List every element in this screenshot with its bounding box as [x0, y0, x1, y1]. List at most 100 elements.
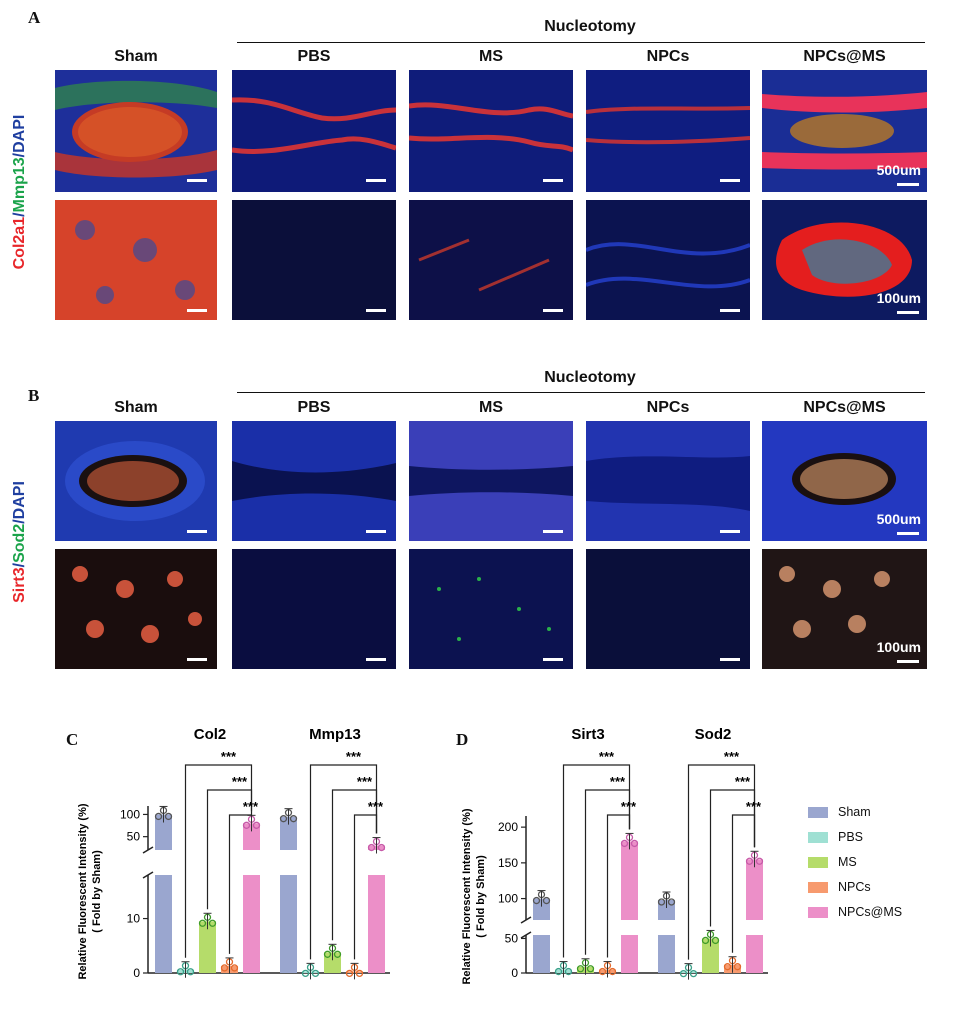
panel-a-group-rule: [237, 42, 925, 43]
scale-bar: [543, 309, 563, 312]
micrograph-b-sham-high: [55, 549, 217, 669]
stain-part: /DAPI: [11, 114, 28, 158]
legend-swatch: [808, 806, 828, 818]
panel-b-group-header: Nucleotomy: [544, 369, 636, 386]
significance-label: ***: [610, 774, 626, 789]
panel-b-header-pbs: PBS: [297, 399, 331, 416]
micrograph-a-pbs-high: [232, 200, 396, 320]
data-point: [679, 969, 688, 978]
bar: [533, 898, 550, 973]
bar: [155, 814, 172, 973]
tissue-detail-image: [72, 566, 202, 643]
panel-a-stain-label: Col2a1/Mmp13/DAPI: [11, 102, 29, 282]
significance-label: ***: [746, 799, 762, 814]
tissue-overview-image: [586, 456, 750, 511]
data-point: [355, 969, 364, 978]
micrograph-b-npcs-high: [586, 549, 750, 669]
tissue-detail-image: [55, 200, 217, 320]
bar: [280, 816, 297, 973]
y-tick-label: 0: [133, 966, 140, 980]
tissue-overview-image: [792, 453, 896, 505]
bar: [199, 921, 216, 973]
axis-break-mark: [520, 916, 532, 924]
tissue-detail-image: [586, 242, 750, 289]
category-label: Sod2: [695, 726, 732, 743]
tissue-overview-image: [232, 461, 396, 501]
data-point: [230, 964, 239, 972]
panel-b-header-ms: MS: [479, 399, 503, 416]
scale-bar: [366, 309, 386, 312]
micrograph-a-npcs-ms-low: 500um: [762, 70, 927, 192]
panel-label-b: B: [28, 386, 40, 405]
scale-bar: [187, 179, 207, 182]
bar-break-gap: [279, 850, 298, 875]
data-point: [620, 839, 629, 848]
data-point: [311, 969, 320, 978]
legend-swatch: [808, 906, 828, 918]
micrograph-a-sham-low: [55, 70, 217, 192]
significance-label: ***: [346, 749, 362, 764]
legend-item-sham: Sham: [808, 805, 871, 819]
tissue-detail-image: [779, 566, 890, 638]
bar: [243, 823, 260, 973]
legend-swatch: [808, 831, 828, 843]
micrograph-a-npcs-low: [586, 70, 750, 192]
data-point: [333, 950, 342, 958]
scale-bar: [897, 660, 919, 663]
scale-label: 500um: [876, 162, 921, 178]
data-point: [377, 843, 386, 852]
y-axis-label-2: ( Fold by Sham): [475, 855, 487, 938]
data-point: [554, 967, 563, 976]
data-point: [564, 967, 573, 976]
panel-a-header-sham: Sham: [114, 48, 158, 65]
data-point: [198, 919, 207, 927]
bar: [746, 859, 763, 973]
micrograph-b-ms-low: [409, 421, 573, 541]
scale-bar: [187, 658, 207, 661]
micrograph-b-pbs-high: [232, 549, 396, 669]
bar: [702, 938, 719, 973]
scale-bar: [543, 179, 563, 182]
tissue-overview-image: [65, 441, 205, 521]
y-axis-label: Relative Fluorescent Intensity (%): [77, 803, 89, 979]
significance-label: ***: [724, 749, 740, 764]
significance-label: ***: [735, 774, 751, 789]
scale-bar: [543, 658, 563, 661]
chart-d: 0 50 100 150 200 Relative Fluorescent Intensi…: [461, 726, 768, 985]
significance-bracket: [584, 789, 631, 955]
tissue-overview-image: [586, 106, 750, 145]
scale-bar: [366, 179, 386, 182]
panel-b-stain-label: Sirt3/Sod2/DAPI: [11, 452, 29, 632]
data-point: [657, 898, 666, 906]
legend-item-npcs-ms: NPCs@MS: [808, 905, 902, 919]
data-point: [598, 967, 607, 976]
legend-label: NPCs: [838, 880, 871, 894]
data-point: [586, 965, 595, 973]
bar: [621, 841, 638, 973]
chart-c: 0 10 50 100 Relative Fluorescent Intensity (…: [77, 726, 390, 980]
tissue-overview-image: [232, 97, 396, 154]
category-label: Sirt3: [571, 726, 604, 743]
tissue-overview-image: [409, 466, 573, 496]
data-point: [220, 964, 229, 972]
significance-label: ***: [599, 749, 615, 764]
scale-label: 100um: [876, 290, 921, 306]
micrograph-a-pbs-low: [232, 70, 396, 192]
stain-part: Sirt3: [11, 567, 28, 603]
tissue-detail-image: [776, 222, 912, 297]
stain-part: Col2a1: [11, 216, 28, 270]
bar-break-gap: [154, 850, 173, 875]
data-point: [176, 968, 185, 976]
y-tick-label: 10: [127, 912, 141, 926]
category-label: Col2: [194, 726, 227, 743]
legend-label: PBS: [838, 830, 864, 844]
panel-a-group-header: Nucleotomy: [544, 18, 636, 35]
data-point: [289, 815, 298, 823]
scale-bar: [543, 530, 563, 533]
data-point: [745, 857, 754, 865]
y-axis-label-2: ( Fold by Sham): [91, 850, 103, 933]
micrograph-a-npcs-ms-high: 100um: [762, 200, 927, 320]
data-point: [711, 936, 720, 945]
category-label: Mmp13: [309, 726, 361, 743]
panel-label-d: D: [456, 730, 469, 749]
